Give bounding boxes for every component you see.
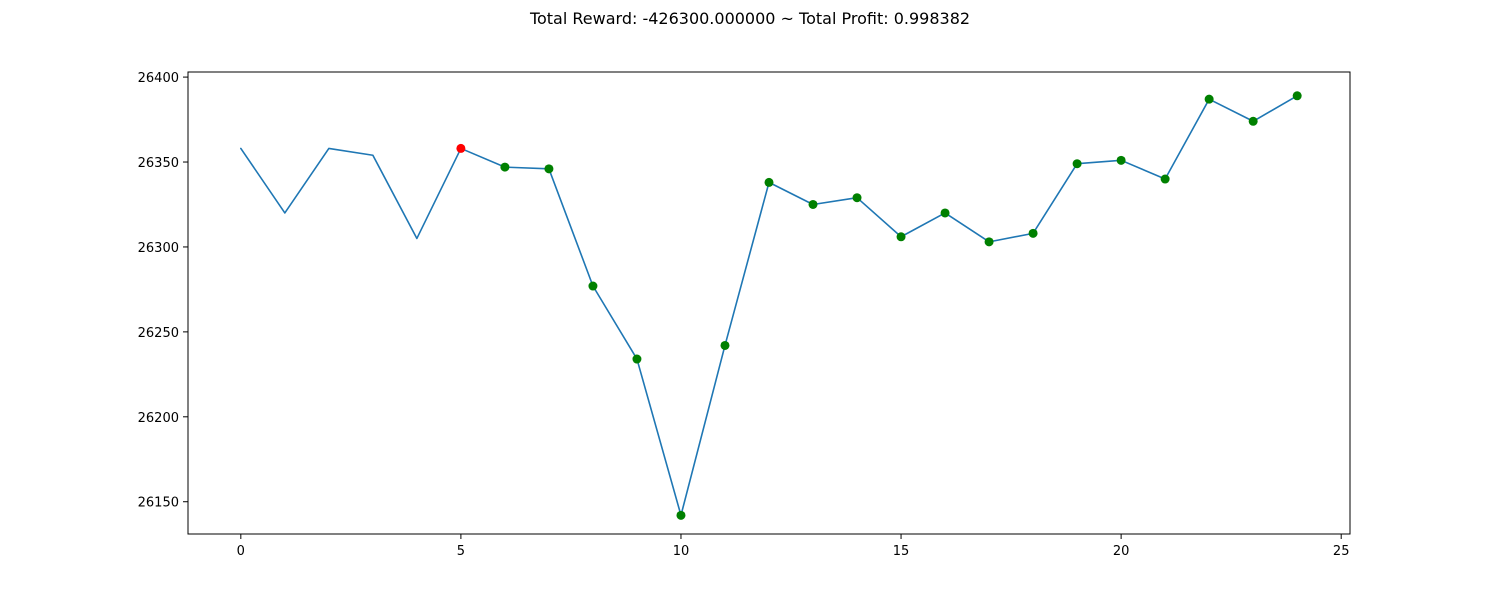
x-tick-label: 15 <box>893 544 910 559</box>
long-marker <box>764 177 774 187</box>
long-marker <box>940 208 950 218</box>
y-tick-label: 26300 <box>138 241 179 256</box>
long-marker <box>808 199 818 209</box>
trade-markers <box>456 91 1302 520</box>
long-marker <box>984 237 994 247</box>
x-tick-label: 10 <box>673 544 690 559</box>
y-tick-label: 26200 <box>138 411 179 426</box>
long-marker <box>1028 228 1038 238</box>
long-marker <box>1248 116 1258 126</box>
long-marker <box>632 354 642 364</box>
long-marker <box>852 193 862 203</box>
plot-frame <box>187 71 1351 535</box>
long-marker <box>1292 91 1302 101</box>
long-marker <box>720 340 730 350</box>
long-marker <box>588 281 598 291</box>
series-line <box>240 94 1298 517</box>
x-tick-label: 0 <box>237 544 245 559</box>
x-tick-label: 5 <box>457 544 465 559</box>
y-tick-label: 26350 <box>138 156 179 171</box>
long-marker <box>1204 94 1214 104</box>
long-marker <box>896 232 906 242</box>
axis-ticks: 0 5 10 15 20 25 26150 26200 26250 26300 26350 26400 <box>138 71 1350 559</box>
long-marker <box>500 162 510 172</box>
x-tick-label: 25 <box>1333 544 1350 559</box>
y-tick-label: 26250 <box>138 326 179 341</box>
long-marker <box>676 510 686 520</box>
y-tick-label: 26150 <box>138 496 179 511</box>
long-marker <box>1072 159 1082 169</box>
x-tick-label: 20 <box>1113 544 1130 559</box>
long-marker <box>544 164 554 174</box>
short-marker <box>456 143 466 153</box>
long-marker <box>1116 155 1126 165</box>
y-tick-label: 26400 <box>138 71 179 86</box>
chart-title: Total Reward: -426300.000000 ~ Total Pro… <box>529 9 971 28</box>
long-marker <box>1160 174 1170 184</box>
